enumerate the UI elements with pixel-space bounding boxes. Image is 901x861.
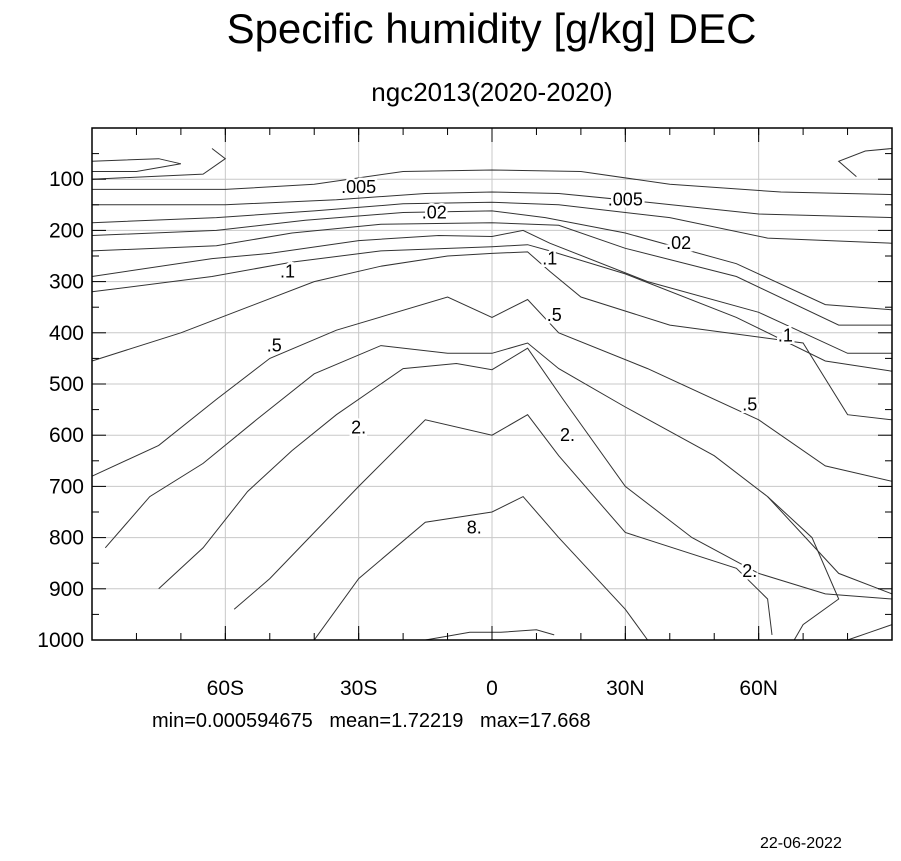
contour-label: .005 [341, 177, 376, 197]
contour-label: .02 [422, 202, 447, 222]
y-tick-label: 1000 [37, 629, 84, 652]
x-tick-label: 0 [486, 677, 498, 700]
y-tick-label: 200 [49, 219, 84, 242]
contour-label: .005 [608, 190, 643, 210]
y-tick-label: 100 [49, 168, 84, 191]
contour-line [767, 496, 840, 641]
contour-label: .1 [542, 249, 557, 269]
x-tick-label: 60S [207, 677, 244, 700]
contour-line [425, 629, 555, 641]
contour-label: 2. [351, 418, 366, 438]
y-tick-label: 900 [49, 578, 84, 601]
contour-line [91, 210, 893, 311]
x-tick-label: 30S [340, 677, 377, 700]
contour-line [104, 342, 893, 595]
contour-label: .02 [666, 233, 691, 253]
contour-lines [91, 148, 893, 641]
contour-line [91, 158, 182, 172]
axis-ticks: 60S 30S 0 30N 60N 100 200 300 400 500 600 700 800 900… [37, 128, 892, 700]
contour-label: .5 [267, 336, 282, 356]
contour-line [91, 201, 893, 244]
contour-line [837, 148, 893, 177]
y-tick-label: 600 [49, 424, 84, 447]
contour-label: 8. [467, 517, 482, 537]
contour-line [91, 251, 893, 421]
contour-label: .5 [547, 305, 562, 325]
chart-subtitle: ngc2013(2020-2020) [371, 77, 613, 107]
y-tick-label: 500 [49, 373, 84, 396]
y-tick-label: 300 [49, 271, 84, 294]
contour-line [91, 296, 893, 482]
contour-label: .5 [742, 394, 757, 414]
contour-line [91, 229, 892, 354]
contour-label: 2. [742, 561, 757, 581]
contour-label: .1 [778, 325, 793, 345]
contour-line [847, 624, 893, 641]
y-tick-label: 400 [49, 322, 84, 345]
contour-label: 2. [560, 425, 575, 445]
y-tick-label: 800 [49, 527, 84, 550]
contour-line [233, 414, 773, 635]
x-tick-label: 60N [739, 677, 778, 700]
contour-line [92, 191, 893, 219]
contour-labels: .005 .005 .02 .02 .1 .1 .1 .5 .5 .5 2. 2. 2. 8. [264, 174, 795, 583]
stats-line: min=0.000594675 mean=1.72219 max=17.668 [152, 710, 591, 732]
contour-line [91, 244, 893, 372]
contour-line [92, 169, 893, 196]
contour-line [91, 148, 227, 180]
x-tick-label: 30N [606, 677, 645, 700]
contour-line [91, 222, 892, 326]
date-stamp: 22-06-2022 [760, 835, 842, 852]
contour-line [158, 347, 893, 600]
contour-line [313, 495, 649, 641]
contour-label: .1 [280, 261, 295, 281]
y-tick-label: 700 [49, 475, 84, 498]
chart-title: Specific humidity [g/kg] DEC [226, 5, 757, 52]
